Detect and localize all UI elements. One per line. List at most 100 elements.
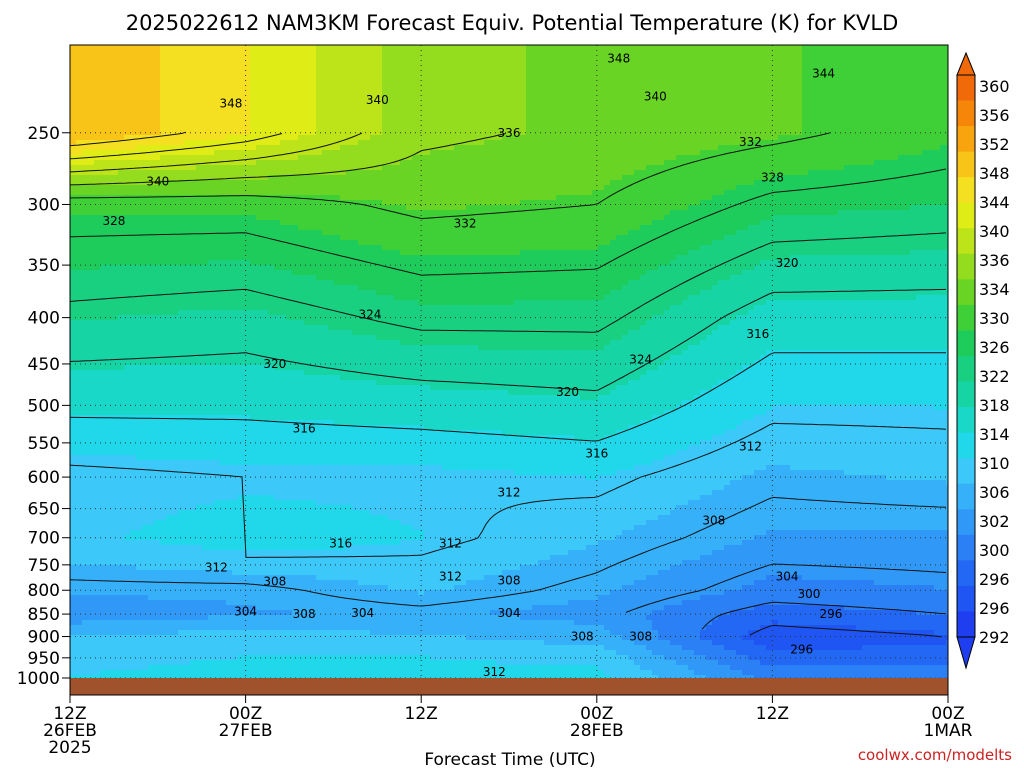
heatmap-cell [208,45,215,51]
heatmap-cell [358,75,365,81]
heatmap-cell [412,135,419,141]
heatmap-cell [304,130,311,136]
heatmap-cell [694,130,701,136]
heatmap-cell [286,70,293,76]
heatmap-cell [730,50,737,56]
heatmap-cell [166,185,173,191]
heatmap-cell [88,170,95,176]
heatmap-cell [610,70,617,76]
heatmap-cell [424,185,431,191]
heatmap-cell [148,130,155,136]
heatmap-cell [742,115,749,121]
heatmap-cell [424,145,431,151]
heatmap-cell [208,175,215,181]
heatmap-cell [490,95,497,101]
heatmap-cell [880,70,887,76]
heatmap-cell [160,85,167,91]
heatmap-cell [442,155,449,161]
heatmap-cell [112,135,119,141]
heatmap-cell [238,120,245,126]
heatmap-cell [196,160,203,166]
heatmap-cell [886,165,893,171]
heatmap-cell [286,90,293,96]
heatmap-cell [364,190,371,196]
heatmap-cell [190,205,197,211]
heatmap-cell [322,185,329,191]
heatmap-cell [292,110,299,116]
heatmap-cell [490,80,497,86]
heatmap-cell [862,55,869,61]
heatmap-cell [100,170,107,176]
heatmap-cell [196,170,203,176]
heatmap-cell [262,90,269,96]
heatmap-cell [616,210,623,216]
heatmap-cell [466,130,473,136]
heatmap-cell [400,60,407,66]
heatmap-cell [790,155,797,161]
heatmap-cell [322,140,329,146]
heatmap-cell [484,200,491,206]
heatmap-cell [832,85,839,91]
heatmap-cell [730,195,737,201]
heatmap-cell [490,55,497,61]
heatmap-cell [364,80,371,86]
heatmap-cell [598,130,605,136]
heatmap-cell [394,100,401,106]
heatmap-cell [382,55,389,61]
heatmap-cell [610,185,617,191]
heatmap-cell [238,85,245,91]
heatmap-cell [142,200,149,206]
heatmap-cell [652,150,659,156]
heatmap-cell [202,150,209,156]
heatmap-cell [808,110,815,116]
heatmap-cell [532,190,539,196]
heatmap-cell [184,65,191,71]
heatmap-cell [106,210,113,216]
heatmap-cell [850,165,857,171]
heatmap-cell [880,65,887,71]
heatmap-cell [622,210,629,216]
heatmap-cell [412,170,419,176]
heatmap-cell [736,115,743,121]
heatmap-cell [292,45,299,51]
heatmap-cell [736,130,743,136]
heatmap-cell [556,100,563,106]
heatmap-cell [556,110,563,116]
heatmap-cell [472,50,479,56]
heatmap-cell [496,150,503,156]
heatmap-cell [592,155,599,161]
heatmap-cell [670,85,677,91]
heatmap-cell [706,205,713,211]
heatmap-cell [262,205,269,211]
heatmap-cell [562,45,569,51]
heatmap-cell [148,145,155,151]
heatmap-cell [568,170,575,176]
heatmap-cell [634,180,641,186]
heatmap-cell [796,115,803,121]
heatmap-cell [100,100,107,106]
heatmap-cell [448,50,455,56]
heatmap-cell [250,140,257,146]
heatmap-cell [118,190,125,196]
heatmap-cell [586,65,593,71]
heatmap-cell [160,155,167,161]
heatmap-cell [922,140,929,146]
heatmap-cell [166,150,173,156]
heatmap-cell [826,135,833,141]
heatmap-cell [124,155,131,161]
heatmap-cell [712,140,719,146]
heatmap-cell [784,115,791,121]
heatmap-cell [508,55,515,61]
heatmap-cell [334,205,341,211]
heatmap-cell [94,105,101,111]
heatmap-cell [580,90,587,96]
heatmap-cell [616,140,623,146]
heatmap-cell [556,130,563,136]
heatmap-cell [448,165,455,171]
heatmap-cell [364,85,371,91]
heatmap-cell [106,175,113,181]
heatmap-cell [802,95,809,101]
heatmap-cell [814,115,821,121]
heatmap-cell [670,75,677,81]
heatmap-cell [754,70,761,76]
